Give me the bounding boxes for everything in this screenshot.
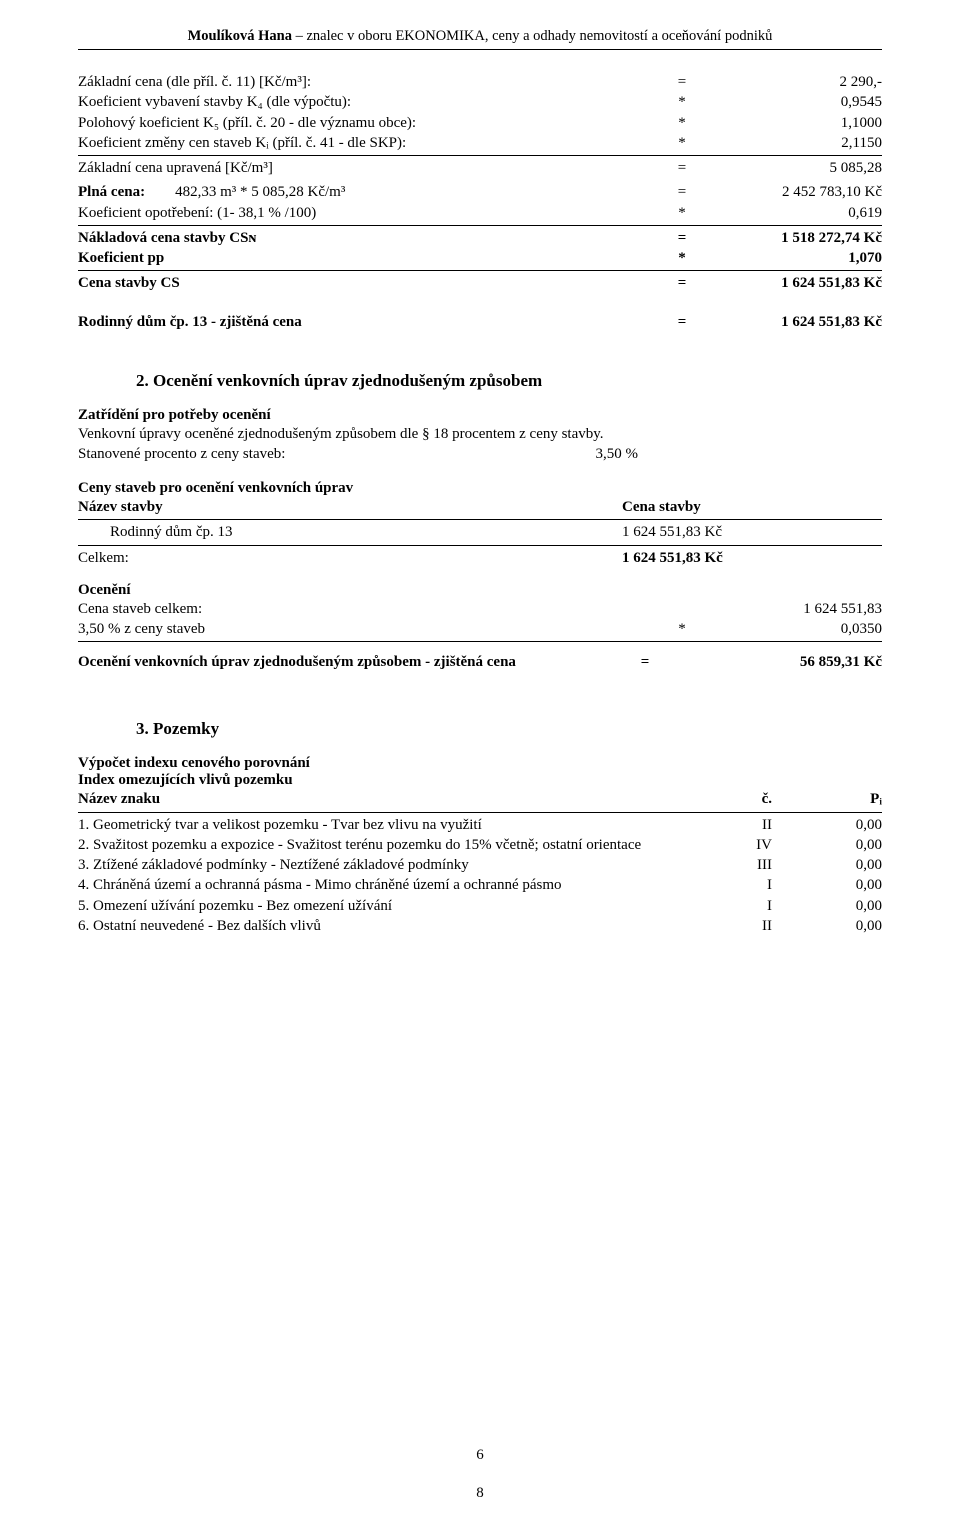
separator-line bbox=[78, 519, 882, 520]
page-number-inner: 6 bbox=[0, 1447, 960, 1464]
separator-line bbox=[78, 270, 882, 271]
page: Moulíková Hana – znalec v oboru EKONOMIK… bbox=[0, 0, 960, 1524]
subheading: Zatřídění pro potřeby ocenění bbox=[78, 407, 882, 424]
table-row: 2. Svažitost pozemku a expozice - Svažit… bbox=[78, 835, 882, 855]
separator-line bbox=[78, 225, 882, 226]
header-separator bbox=[78, 49, 882, 50]
separator-line bbox=[78, 545, 882, 546]
subheading: Index omezujících vlivů pozemku bbox=[78, 772, 882, 789]
subheading: Ocenění bbox=[78, 582, 882, 599]
table-header: Název znaku č. Pᵢ bbox=[78, 789, 882, 809]
calc-block-1: Základní cena (dle příl. č. 11) [Kč/m³]:… bbox=[78, 72, 882, 178]
page-number-outer: 8 bbox=[0, 1485, 960, 1502]
separator-line bbox=[78, 155, 882, 156]
page-header: Moulíková Hana – znalec v oboru EKONOMIK… bbox=[78, 28, 882, 45]
subheading: Výpočet indexu cenového porovnání bbox=[78, 755, 882, 772]
result-row: Rodinný dům čp. 13 - zjištěná cena = 1 6… bbox=[78, 312, 882, 333]
table-rows: 1. Geometrický tvar a velikost pozemku -… bbox=[78, 815, 882, 937]
table-row: 6. Ostatní neuvedené - Bez dalších vlivů… bbox=[78, 916, 882, 936]
subheading: Ceny staveb pro ocenění venkovních úprav bbox=[78, 480, 882, 497]
paragraph: Venkovní úpravy oceněné zjednodušeným zp… bbox=[78, 424, 882, 444]
table-row: 3. Ztížené základové podmínky - Neztížen… bbox=[78, 855, 882, 875]
calc-block-2: Plná cena: 482,33 m³ * 5 085,28 Kč/m³=2 … bbox=[78, 182, 882, 293]
table-row: 4. Chráněná území a ochranná pásma - Mim… bbox=[78, 875, 882, 895]
separator-line bbox=[78, 812, 882, 813]
section-3-title: 3. Pozemky bbox=[136, 719, 882, 739]
table-row: 1. Geometrický tvar a velikost pozemku -… bbox=[78, 815, 882, 835]
table-row: 5. Omezení užívání pozemku - Bez omezení… bbox=[78, 896, 882, 916]
header-name: Moulíková Hana bbox=[188, 28, 292, 44]
section-2-title: 2. Ocenění venkovních úprav zjednodušený… bbox=[136, 371, 882, 391]
header-desc: znalec v oboru EKONOMIKA, ceny a odhady … bbox=[306, 28, 772, 44]
separator-line bbox=[78, 641, 882, 642]
